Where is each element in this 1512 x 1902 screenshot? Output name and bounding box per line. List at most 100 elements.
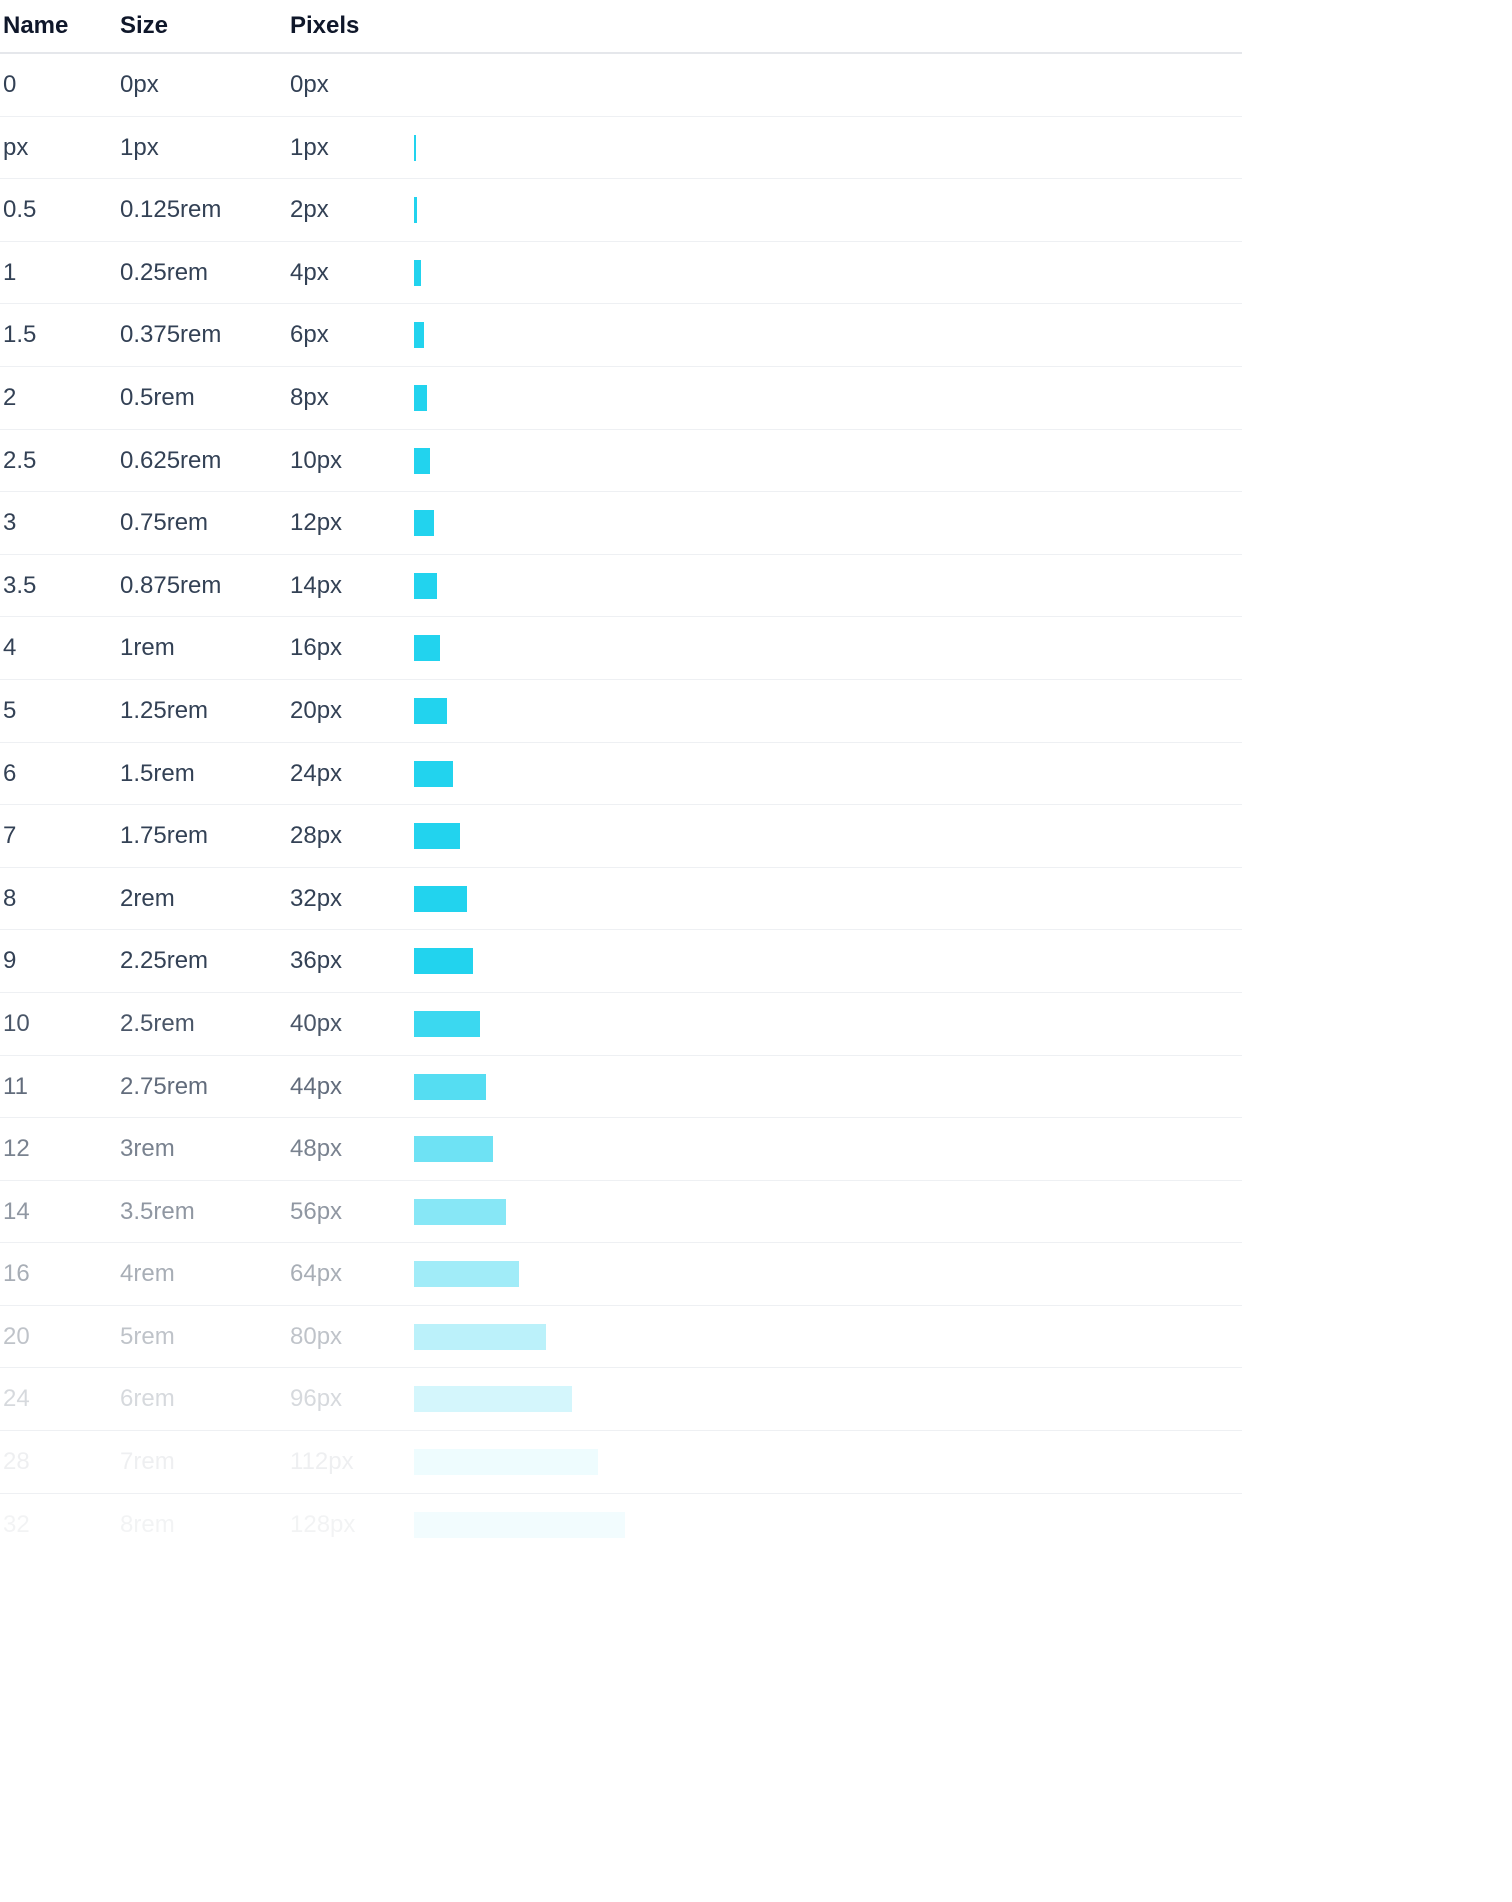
size-preview-bar: [414, 1511, 625, 1538]
cell-size: 6rem: [120, 1385, 175, 1413]
cell-name: 12: [3, 1135, 30, 1163]
table-row: 16 4rem 64px: [0, 1243, 1242, 1306]
cell-pixels: 10px: [290, 446, 343, 474]
cell-size: 3rem: [120, 1135, 175, 1163]
cell-name: 2.5: [3, 446, 37, 474]
header-size: Size: [120, 12, 169, 39]
cell-name: 28: [3, 1448, 30, 1476]
cell-size: 0.375rem: [120, 321, 222, 349]
cell-size: 0px: [120, 71, 159, 98]
cell-name: 1.5: [3, 321, 37, 349]
cell-size: 7rem: [120, 1448, 175, 1476]
table-row: 2.5 0.625rem 10px: [0, 430, 1242, 493]
size-preview-bar: [414, 1136, 493, 1163]
cell-name: 0.5: [3, 196, 37, 224]
table-row: 10 2.5rem 40px: [0, 993, 1242, 1056]
cell-pixels: 96px: [290, 1385, 343, 1413]
size-preview-bar: [414, 1198, 506, 1225]
table-row: 4 1rem 16px: [0, 617, 1242, 680]
size-preview-bar: [414, 1386, 572, 1413]
cell-size: 1.25rem: [120, 696, 209, 724]
cell-size: 2.25rem: [120, 947, 209, 975]
cell-pixels: 40px: [290, 1009, 343, 1037]
cell-size: 8rem: [120, 1510, 175, 1538]
size-preview-bar: [414, 1449, 598, 1476]
cell-size: 5rem: [120, 1322, 175, 1350]
table-row: 12 3rem 48px: [0, 1118, 1242, 1181]
table-row: 20 5rem 80px: [0, 1306, 1242, 1369]
size-preview-bar: [414, 948, 473, 975]
cell-pixels: 20px: [290, 696, 343, 724]
cell-name: 3.5: [3, 571, 37, 599]
cell-pixels: 36px: [290, 947, 343, 975]
cell-name: 1: [3, 258, 17, 286]
size-preview-bar: [414, 823, 460, 850]
cell-pixels: 1px: [290, 133, 329, 161]
cell-pixels: 2px: [290, 196, 329, 224]
table-row: 11 2.75rem 44px: [0, 1056, 1242, 1119]
cell-pixels: 32px: [290, 884, 343, 912]
size-preview-bar: [414, 1261, 519, 1288]
table-row: 32 8rem 128px: [0, 1494, 1242, 1557]
table-row: 8 2rem 32px: [0, 868, 1242, 931]
cell-name: 6: [3, 759, 17, 787]
cell-name: 32: [3, 1510, 30, 1538]
cell-name: 10: [3, 1009, 30, 1037]
table-row: 3.5 0.875rem 14px: [0, 555, 1242, 618]
cell-size: 3.5rem: [120, 1197, 195, 1225]
cell-size: 1px: [120, 133, 159, 161]
cell-size: 2.5rem: [120, 1009, 195, 1037]
size-preview-bar: [414, 259, 421, 286]
cell-pixels: 14px: [290, 571, 343, 599]
table-row: 3 0.75rem 12px: [0, 492, 1242, 555]
cell-name: 11: [3, 1072, 28, 1100]
spacing-scale-table: Name Size Pixels 0 0px 0px px 1px 1px 0.5 0.125…: [0, 12, 1242, 1556]
cell-name: 8: [3, 884, 17, 912]
size-preview-bar: [414, 134, 416, 161]
cell-size: 0.625rem: [120, 446, 222, 474]
cell-pixels: 56px: [290, 1197, 343, 1225]
cell-name: 24: [3, 1385, 30, 1413]
cell-name: 5: [3, 696, 17, 724]
table-row: 6 1.5rem 24px: [0, 743, 1242, 806]
cell-size: 1rem: [120, 634, 175, 662]
cell-pixels: 12px: [290, 509, 343, 537]
table-row: 7 1.75rem 28px: [0, 805, 1242, 868]
cell-pixels: 128px: [290, 1510, 356, 1538]
cell-pixels: 44px: [290, 1072, 343, 1100]
table-row: px 1px 1px: [0, 117, 1242, 180]
header-pixels: Pixels: [290, 12, 360, 39]
header-name: Name: [3, 12, 69, 39]
cell-pixels: 80px: [290, 1322, 343, 1350]
cell-pixels: 28px: [290, 822, 343, 850]
size-preview-bar: [414, 635, 440, 662]
size-preview-bar: [414, 447, 430, 474]
cell-name: 20: [3, 1322, 30, 1350]
cell-pixels: 48px: [290, 1135, 343, 1163]
size-preview-bar: [414, 510, 434, 537]
cell-size: 2.75rem: [120, 1072, 209, 1100]
table-row: 5 1.25rem 20px: [0, 680, 1242, 743]
cell-size: 1.75rem: [120, 822, 209, 850]
cell-size: 0.5rem: [120, 383, 195, 411]
table-row: 1 0.25rem 4px: [0, 242, 1242, 305]
table-row: 28 7rem 112px: [0, 1431, 1242, 1494]
size-preview-bar: [414, 322, 424, 349]
cell-pixels: 4px: [290, 258, 329, 286]
cell-pixels: 112px: [290, 1448, 354, 1476]
cell-pixels: 64px: [290, 1260, 343, 1288]
cell-name: 14: [3, 1197, 30, 1225]
table-row: 14 3.5rem 56px: [0, 1181, 1242, 1244]
cell-size: 0.125rem: [120, 196, 222, 224]
table-body: 0 0px 0px px 1px 1px 0.5 0.125rem 2px 1 0.25rem 4px…: [0, 54, 1242, 1556]
cell-size: 4rem: [120, 1260, 175, 1288]
cell-size: 0.875rem: [120, 571, 222, 599]
cell-size: 0.75rem: [120, 509, 209, 537]
cell-name: px: [3, 133, 29, 161]
size-preview-bar: [414, 1073, 486, 1100]
size-preview-bar: [414, 760, 453, 787]
cell-name: 4: [3, 634, 17, 662]
size-preview-bar: [414, 572, 437, 599]
table-row: 2 0.5rem 8px: [0, 367, 1242, 430]
cell-name: 2: [3, 383, 17, 411]
